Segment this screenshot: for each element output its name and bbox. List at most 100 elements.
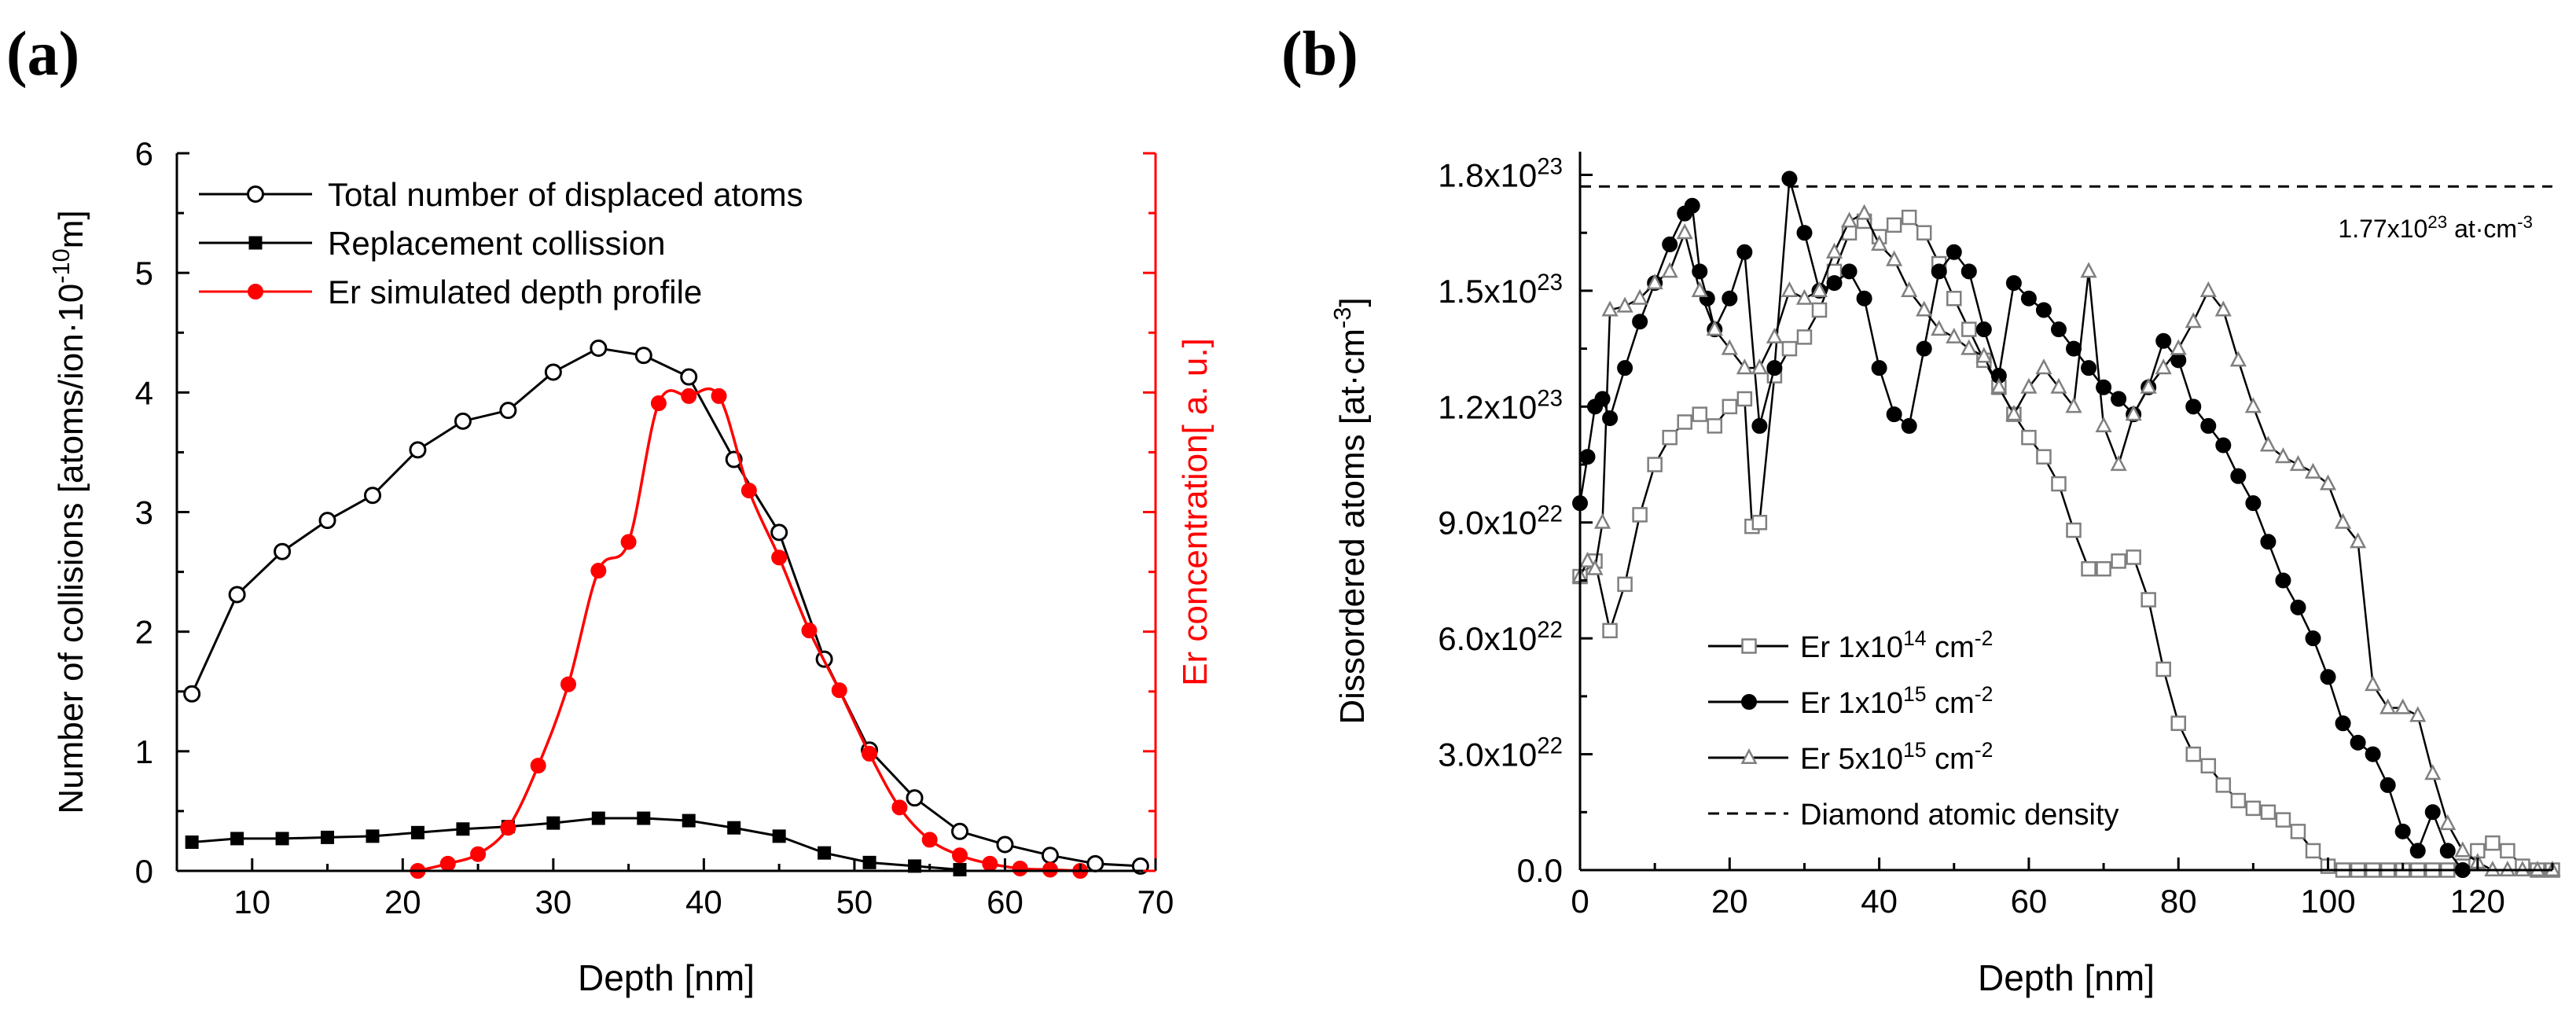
- x-tick-label: 80: [2160, 883, 2197, 920]
- data-point: [454, 412, 472, 430]
- data-point: [1796, 225, 1813, 241]
- data-point: [2454, 841, 2471, 858]
- data-point: [499, 402, 517, 420]
- data-point: [908, 859, 922, 873]
- data-point: [1677, 414, 1692, 430]
- data-point: [1901, 417, 1917, 434]
- y-tick-label: 6.0x1022: [1438, 617, 1563, 658]
- data-point: [771, 549, 788, 566]
- data-point: [1602, 410, 1619, 427]
- data-point: [982, 855, 998, 872]
- legend-marker: [1741, 694, 1757, 710]
- data-point: [1578, 551, 1597, 567]
- data-point: [1960, 339, 1978, 355]
- data-point: [1841, 263, 1858, 280]
- data-point: [1975, 321, 1992, 338]
- legend-marker: [1741, 638, 1757, 654]
- legend-marker: [248, 284, 263, 299]
- data-point: [2170, 339, 2187, 355]
- data-point: [1766, 360, 1783, 376]
- data-point: [2214, 300, 2232, 317]
- data-point: [1662, 429, 1678, 446]
- data-point: [1916, 225, 1932, 241]
- data-point: [2050, 377, 2067, 394]
- data-point: [2335, 715, 2351, 732]
- x-tick-label: 10: [233, 883, 270, 920]
- data-point: [2229, 351, 2247, 367]
- data-point: [1901, 209, 1917, 226]
- legend-label: Er 1x1015 cm-2: [1800, 682, 1993, 720]
- data-point: [2111, 553, 2126, 569]
- x-axis-label: Depth [nm]: [1978, 957, 2155, 998]
- data-point: [1086, 854, 1104, 872]
- data-point: [1692, 406, 1707, 422]
- y-tick-label: 9.0x1022: [1438, 501, 1563, 542]
- x-tick-label: 120: [2450, 883, 2505, 920]
- data-point: [620, 534, 637, 550]
- data-point: [1946, 290, 1962, 307]
- y-tick-label: 3.0x1022: [1438, 733, 1563, 773]
- data-point: [1721, 339, 1738, 355]
- data-point: [2439, 813, 2457, 831]
- data-point: [591, 811, 605, 825]
- data-point: [1781, 171, 1798, 187]
- data-point: [1856, 204, 1873, 220]
- data-point: [1840, 211, 1858, 228]
- data-point: [1646, 274, 1663, 290]
- y-axis-right-label: Er concentration[ a. u.]: [1176, 338, 1215, 686]
- y-tick-label: 4: [135, 374, 153, 411]
- data-point: [951, 822, 968, 840]
- data-point: [2020, 377, 2038, 394]
- data-point: [544, 363, 562, 381]
- data-point: [2095, 416, 2112, 432]
- data-point: [1691, 281, 1708, 297]
- data-point: [2066, 522, 2082, 538]
- legend-label: Replacement collission: [328, 225, 666, 262]
- data-point: [1632, 507, 1648, 523]
- data-point: [1826, 275, 1843, 292]
- data-point: [2050, 321, 2067, 338]
- data-point: [2500, 843, 2515, 859]
- data-point: [2245, 495, 2262, 512]
- legend-label: Er 5x1015 cm-2: [1800, 738, 1993, 776]
- data-point: [1960, 263, 1977, 280]
- series-line: [1578, 211, 2552, 872]
- data-point: [1796, 329, 1813, 345]
- data-point: [740, 483, 757, 499]
- legend-label: Er 1x1014 cm-2: [1800, 626, 1993, 664]
- x-tick-label: 20: [1711, 883, 1748, 920]
- data-point: [2065, 397, 2082, 413]
- y-tick-label: 2: [135, 614, 153, 651]
- legend-label: Total number of displaced atoms: [328, 176, 803, 213]
- data-point: [2035, 302, 2052, 318]
- data-point: [2155, 332, 2172, 349]
- data-point: [2215, 777, 2232, 793]
- data-point: [2125, 405, 2142, 421]
- data-point: [2035, 358, 2052, 375]
- x-tick-label: 30: [535, 883, 571, 920]
- data-point: [2170, 715, 2186, 732]
- data-point: [1617, 360, 1633, 376]
- data-point: [1662, 236, 1678, 252]
- data-point: [1766, 327, 1783, 343]
- data-point: [2110, 454, 2127, 472]
- data-point: [1722, 398, 1738, 415]
- data-point: [634, 347, 652, 365]
- data-point: [530, 758, 546, 774]
- data-point: [1722, 290, 1738, 307]
- data-point: [2036, 449, 2052, 465]
- data-point: [1810, 281, 1828, 297]
- data-point: [2199, 281, 2217, 297]
- data-point: [560, 676, 576, 692]
- data-point: [1886, 406, 1902, 423]
- data-point: [2275, 572, 2291, 589]
- data-point: [228, 586, 246, 604]
- data-point: [2020, 290, 2037, 307]
- x-tick-label: 100: [2300, 883, 2355, 920]
- x-tick-label: 0: [1571, 883, 1589, 920]
- y-tick-label: 5: [135, 255, 153, 292]
- data-point: [2005, 405, 2023, 421]
- data-point: [2365, 675, 2382, 692]
- y-tick-label: 6: [135, 135, 153, 172]
- data-point: [2200, 758, 2217, 774]
